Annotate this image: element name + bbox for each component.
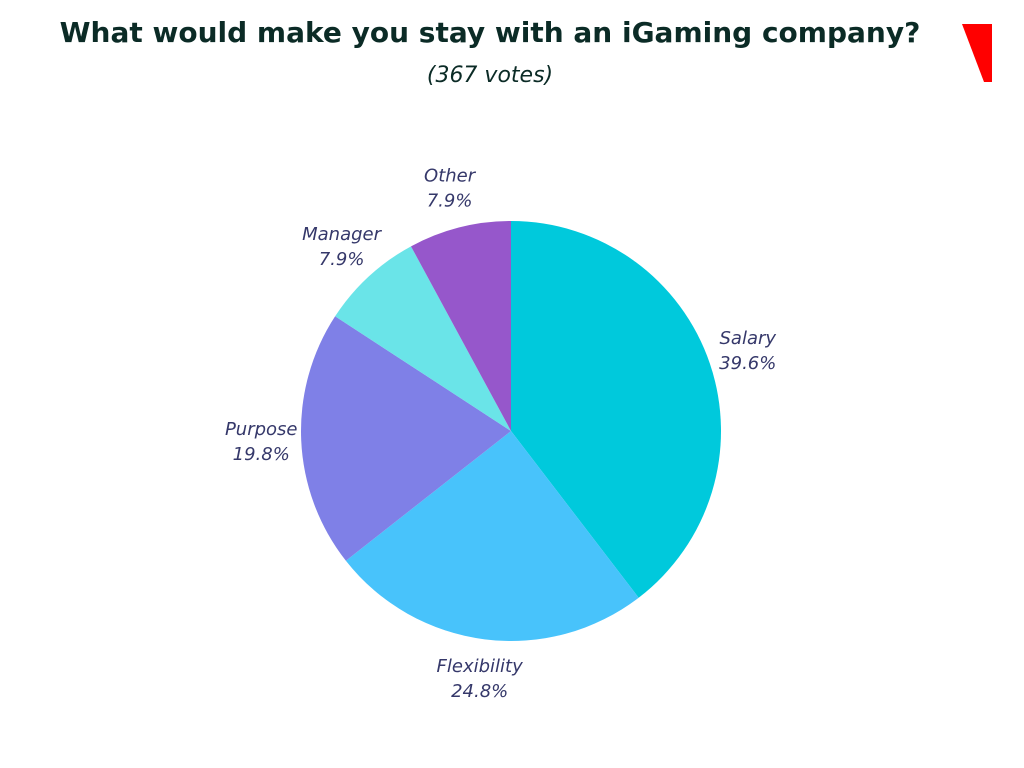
- pie-slice: [335, 246, 511, 431]
- slice-value-label: 19.8%: [233, 444, 290, 465]
- slice-value-label: 7.9%: [319, 249, 365, 270]
- chart-title: What would make you stay with an iGaming…: [60, 16, 921, 49]
- chart-subtitle: (367 votes): [427, 63, 553, 88]
- pie-slice: [345, 431, 639, 641]
- slice-label: Flexibility: [437, 656, 524, 677]
- slice-value-label: 24.8%: [451, 681, 508, 702]
- pie-slice: [410, 221, 511, 431]
- slice-value-label: 7.9%: [427, 191, 473, 212]
- slice-label: Purpose: [225, 419, 298, 440]
- slice-label: Salary: [720, 328, 777, 349]
- slice-value-label: 39.6%: [719, 353, 776, 374]
- pie-slice: [301, 316, 511, 561]
- logo: [962, 24, 992, 82]
- pie-slice: [511, 221, 721, 598]
- slice-label: Manager: [302, 224, 382, 245]
- slice-label: Other: [424, 166, 477, 187]
